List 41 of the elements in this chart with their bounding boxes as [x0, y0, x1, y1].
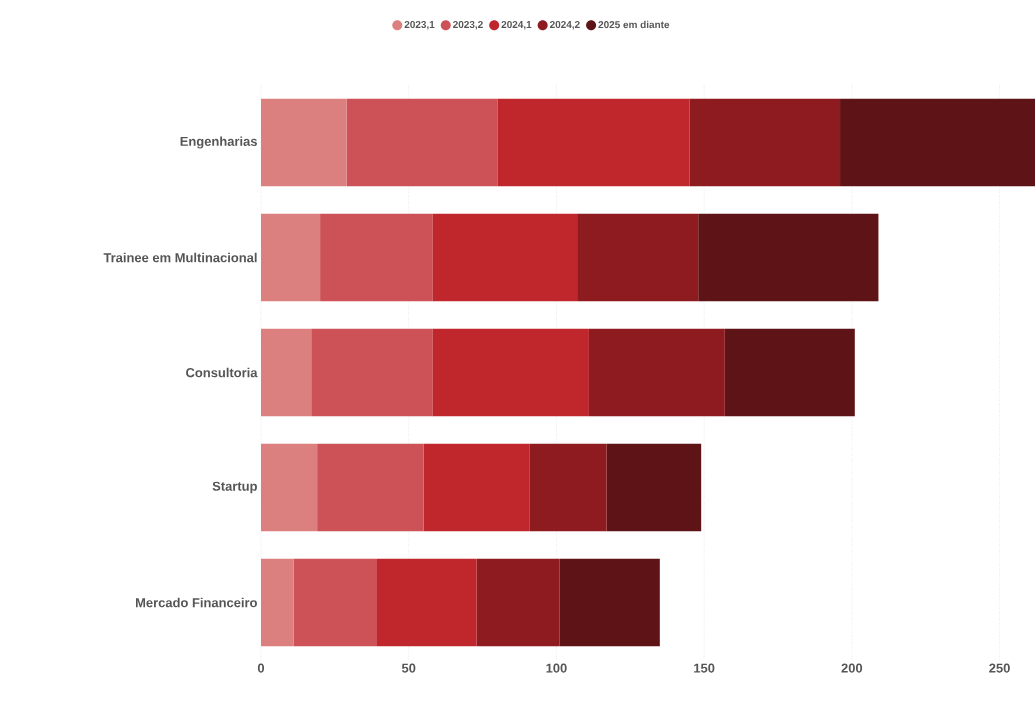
y-tick-label: Startup — [212, 481, 257, 494]
bar — [497, 98, 690, 187]
legend-label: 2024,1 — [501, 20, 532, 30]
y-tick-label: Mercado Financeiro — [135, 597, 257, 608]
bar — [724, 328, 855, 417]
bar — [261, 213, 321, 302]
y-tick-label: Trainee em Multinacional — [103, 252, 257, 263]
bar — [346, 98, 498, 187]
bar — [317, 443, 424, 532]
bar — [529, 443, 607, 532]
bar — [261, 558, 294, 647]
bar — [311, 328, 433, 417]
bar — [577, 213, 699, 302]
bar — [840, 98, 1035, 187]
bar — [320, 213, 433, 302]
x-tick-label: 0 — [257, 663, 265, 673]
bar — [432, 213, 578, 302]
legend-label: 2023,1 — [404, 20, 435, 30]
x-tick-label: 250 — [989, 663, 1010, 673]
bar — [261, 443, 318, 532]
bar — [293, 558, 377, 647]
x-tick-label: 100 — [546, 663, 567, 673]
bar — [559, 558, 660, 647]
y-tick-label: Consultoria — [186, 367, 258, 378]
bar — [376, 558, 477, 647]
x-tick-label: 200 — [841, 663, 863, 673]
bar — [423, 443, 530, 532]
x-tick-label: 50 — [401, 663, 416, 673]
legend-label: 2024,2 — [549, 20, 580, 30]
bar — [606, 443, 702, 532]
bar — [476, 558, 560, 647]
legend-label: 2023,2 — [453, 20, 483, 30]
y-tick-label: Engenharias — [180, 136, 257, 149]
bar — [698, 213, 879, 302]
bar — [689, 98, 841, 187]
x-tick-label: 150 — [694, 663, 715, 673]
bar — [432, 328, 589, 417]
bar — [261, 328, 312, 417]
bar — [588, 328, 725, 417]
bar — [261, 98, 347, 187]
legend-label: 2025 em diante — [598, 20, 670, 29]
